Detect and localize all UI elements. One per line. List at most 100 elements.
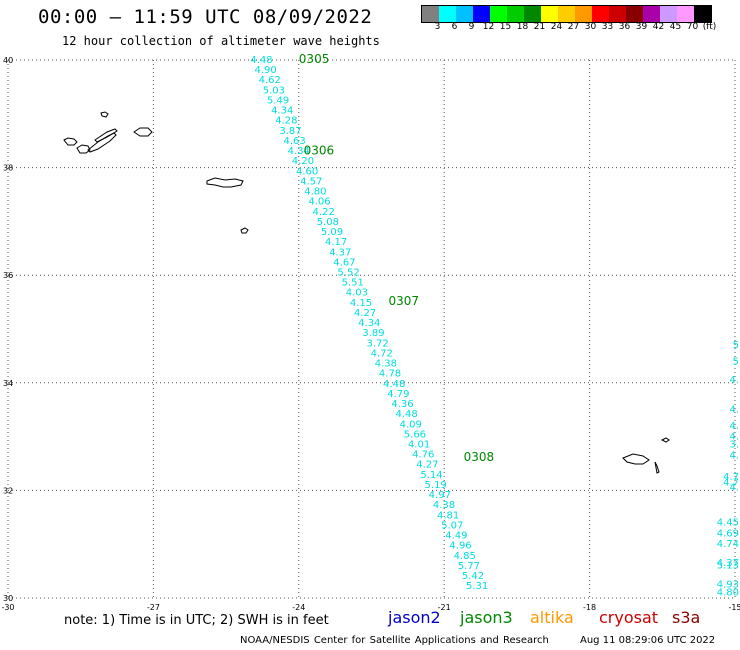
color-scale-label: 24: [550, 22, 563, 32]
swh-value-edge: 4.: [729, 432, 739, 443]
swh-value: 5.49: [267, 95, 289, 106]
swh-value-edge: 4.: [729, 421, 739, 432]
color-scale-label: 3: [434, 22, 441, 32]
swh-value: 5.08: [317, 217, 339, 228]
pass-time-label: 0308: [464, 450, 495, 464]
color-scale-label: 36: [618, 22, 631, 32]
color-swatch: [660, 6, 677, 22]
swh-value: 4.63: [284, 136, 306, 147]
color-swatch: [422, 6, 439, 22]
swh-value: 4.48: [383, 379, 405, 390]
swh-value-edge: 5.13: [717, 561, 739, 572]
color-scale-label: 39: [635, 22, 648, 32]
swh-value: 3.72: [366, 338, 388, 349]
color-swatch: [575, 6, 592, 22]
swh-value: 4.96: [449, 541, 471, 552]
swh-value: 5.07: [441, 520, 463, 531]
swh-value-edge: 3.: [729, 440, 739, 451]
pass-time-label: 0305: [299, 52, 330, 66]
swh-value: 4.62: [259, 75, 281, 86]
color-scale-label: 42: [652, 22, 665, 32]
swh-value: 4.48: [396, 409, 418, 420]
color-swatch: [643, 6, 660, 22]
swh-value: 4.27: [416, 460, 438, 471]
swh-value: 4.80: [304, 187, 326, 198]
lon-tick-label: -24: [292, 603, 305, 612]
color-swatch: [626, 6, 643, 22]
swh-value: 5.14: [420, 470, 442, 481]
swh-value: 4.38: [433, 500, 455, 511]
swh-value-edge: 4.69: [717, 528, 739, 539]
swh-value: 3.89: [362, 328, 384, 339]
satellite-jason2: jason2: [388, 608, 441, 627]
generated-timestamp: Aug 11 08:29:06 UTC 2022: [580, 635, 716, 646]
island-madeira: [622, 453, 650, 465]
swh-value: 5.51: [342, 278, 364, 289]
color-scale-label: 27: [567, 22, 580, 32]
swh-value: 4.06: [308, 197, 330, 208]
swh-value: 4.38: [375, 359, 397, 370]
island-santa-maria: [240, 227, 249, 234]
swh-value: 5.31: [466, 581, 488, 592]
color-swatch: [609, 6, 626, 22]
swh-value: 5.03: [263, 85, 285, 96]
island-corvo: [100, 111, 109, 118]
swh-value-edge: 4.: [729, 450, 739, 461]
swh-value-edge: 4.7: [723, 477, 739, 488]
color-swatch: [592, 6, 609, 22]
swh-value: 4.76: [412, 450, 434, 461]
swh-value: 5.19: [425, 480, 447, 491]
swh-value: 4.79: [387, 389, 409, 400]
lon-tick-label: -30: [1, 603, 14, 612]
color-scale-label: 15: [499, 22, 512, 32]
swh-value: 4.90: [254, 65, 276, 76]
swh-value: 4.27: [354, 308, 376, 319]
color-scale-label: 70: [686, 22, 699, 32]
swh-value: 5.66: [404, 429, 426, 440]
swh-value: 4.34: [271, 106, 293, 117]
color-scale-label: 33: [601, 22, 614, 32]
color-swatch: [490, 6, 507, 22]
satellite-altika: altika: [530, 608, 574, 627]
swh-value: 4.15: [350, 298, 372, 309]
swh-value-edge: 5: [733, 340, 739, 351]
edge-track-values: 554.4.4.4.3.4.4.74.74.4.454.694.744.375.…: [717, 340, 739, 598]
island-porto-santo: [660, 437, 670, 443]
pass-time-labels: 0305 0306 0307 0308: [299, 52, 494, 464]
pass-time-label: 0306: [304, 143, 335, 157]
satellite-cryosat: cryosat: [599, 608, 659, 627]
island-faial: [76, 144, 91, 154]
lat-tick-label: 30: [3, 594, 13, 603]
swh-value: 4.81: [437, 510, 459, 521]
swh-value: 5.42: [462, 571, 484, 582]
color-scale-label: 21: [533, 22, 546, 32]
swh-value: 4.67: [333, 257, 355, 268]
island-terceira: [133, 127, 153, 137]
swh-value: 4.17: [325, 237, 347, 248]
lon-tick-label: -21: [438, 603, 451, 612]
swh-value-edge: 4.7: [723, 472, 739, 483]
swh-value: 4.85: [454, 551, 476, 562]
islands: [63, 111, 670, 474]
jason3-track-values: 4.484.904.625.035.494.344.283.874.634.34…: [250, 55, 488, 592]
color-swatch: [524, 6, 541, 22]
swh-value: 4.22: [313, 207, 335, 218]
satellite-s3a: s3a: [672, 608, 701, 627]
color-scale-label: 45: [669, 22, 682, 32]
swh-value: 4.37: [329, 247, 351, 258]
island-flores: [63, 137, 78, 146]
swh-value-edge: 4.45: [717, 518, 739, 529]
swh-value-edge: 4.: [729, 405, 739, 416]
swh-value: 4.78: [379, 369, 401, 380]
island-desertas: [654, 461, 660, 474]
island-sao-miguel: [206, 177, 244, 188]
swh-value: 3.87: [279, 126, 301, 137]
map-subtitle: 12 hour collection of altimeter wave hei…: [62, 34, 380, 48]
color-swatch: [558, 6, 575, 22]
lat-tick-label: 36: [3, 271, 13, 280]
color-swatch: [439, 6, 456, 22]
swh-value: 4.34: [358, 318, 380, 329]
lat-tick-label: 32: [3, 486, 13, 495]
color-scale-label: 9: [468, 22, 475, 32]
